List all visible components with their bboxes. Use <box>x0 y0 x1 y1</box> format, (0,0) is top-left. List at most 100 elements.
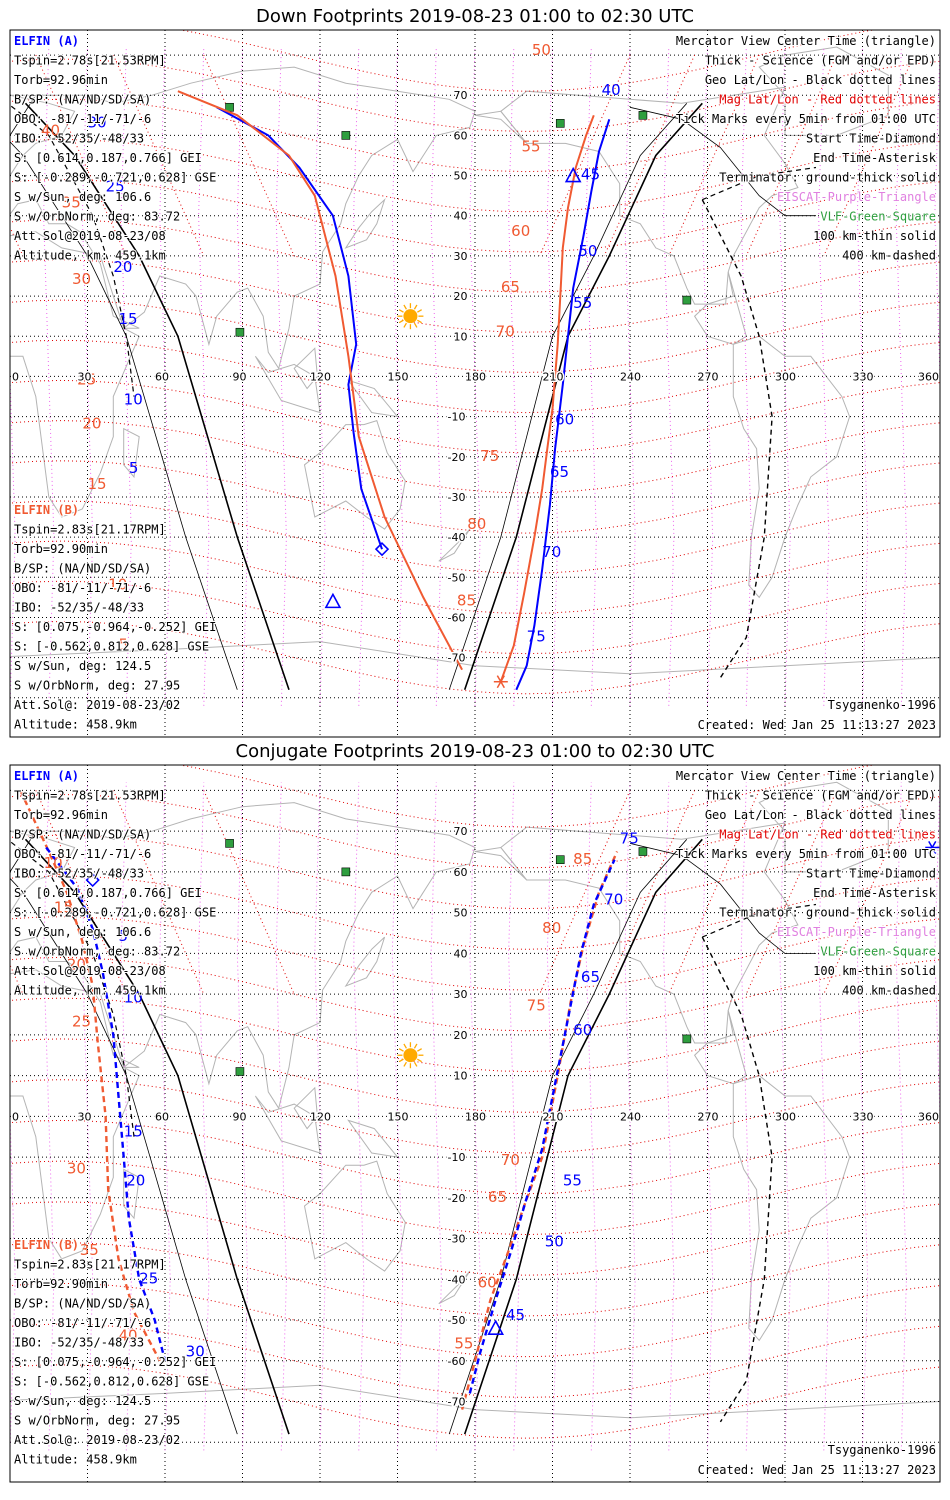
lshell-line <box>779 46 791 706</box>
elfin-a-param: OBO: -81/-11/-71/-6 <box>14 112 151 126</box>
terminator-line <box>463 102 703 691</box>
track-time-label: 55 <box>522 137 541 155</box>
track-a <box>468 859 616 1394</box>
legend: Mercator View Center Time (triangle) Thic… <box>675 768 938 999</box>
lshell-line <box>701 46 714 706</box>
elfin-b-param: OBO: -81/-11/-71/-6 <box>14 1316 151 1330</box>
track-time-label: 80 <box>542 919 561 937</box>
mag-parallel <box>10 179 940 253</box>
lon-tick-label: 210 <box>543 370 564 383</box>
elfin-a-param: IBO: -52/35/-48/33 <box>14 867 144 881</box>
mag-parallel <box>10 1160 940 1236</box>
lat-tick-label: 50 <box>454 170 468 183</box>
coastline <box>693 271 747 345</box>
terminator-100km <box>629 106 816 217</box>
mag-parallel <box>10 58 940 132</box>
track-a <box>515 118 611 691</box>
terminator-400km <box>701 936 773 1423</box>
terminator-100km <box>448 839 688 1435</box>
lshell-line <box>236 46 249 706</box>
lon-tick-label: 30 <box>78 1110 92 1123</box>
lshell-line <box>856 46 869 706</box>
elfin-a-info: ELFIN (A) Tspin=2.78s[21.53RPM] Torb=92.96… <box>13 768 217 999</box>
lshell-line <box>469 46 481 706</box>
lat-tick-label: 10 <box>454 330 468 343</box>
terminator-100km <box>10 830 37 874</box>
lat-tick-label: -10 <box>448 411 466 424</box>
elfin-a-param: Tspin=2.78s[21.53RPM] <box>14 789 166 803</box>
mag-meridian <box>203 790 295 995</box>
vlf-square-icon <box>682 1034 692 1044</box>
mag-parallel <box>10 219 940 293</box>
lshell-line <box>624 46 636 706</box>
lon-tick-label: 300 <box>775 370 796 383</box>
track-time-label: 30 <box>186 1343 205 1361</box>
track-time-label: 70 <box>496 322 515 340</box>
sun-icon <box>397 1042 424 1069</box>
mag-meridian <box>203 54 295 257</box>
track-time-label: 10 <box>124 391 143 409</box>
mag-meridian <box>668 54 760 257</box>
coastline <box>344 936 386 988</box>
elfin-a-name: ELFIN (A) <box>14 769 79 783</box>
elfin-a-param: S: [-0.289,-0.721,0.628] GSE <box>14 171 216 185</box>
coastline <box>123 1168 140 1220</box>
elfin-b-param: S: [0.075,-0.964,-0.252] GEI <box>14 620 216 634</box>
mag-parallel <box>10 997 940 1073</box>
lat-tick-label: 30 <box>454 250 468 263</box>
mag-meridian <box>35 54 127 257</box>
legend-entry: 400 km-dashed <box>842 984 936 998</box>
track-time-label: 50 <box>532 41 551 59</box>
lat-tick-label: -10 <box>448 1151 466 1164</box>
mag-parallel <box>10 1038 940 1113</box>
elfin-b-param: S w/Sun, deg: 124.5 <box>14 659 151 673</box>
legend-entry: Terminator: ground-thick solid <box>719 171 936 185</box>
track-time-label: 60 <box>478 1273 497 1291</box>
asterisk-marker-icon <box>925 841 940 854</box>
elfin-a-param: Altitude, km: 459.1km <box>14 249 166 263</box>
track-time-label: 55 <box>563 1172 582 1190</box>
terminator-400km <box>10 104 135 397</box>
track-time-label: 75 <box>527 628 546 646</box>
legend-entry: EISCAT-Purple-Triangle <box>777 190 936 204</box>
sun-ray <box>398 309 404 313</box>
vlf-square-icon <box>638 847 648 856</box>
track-time-label: 10 <box>44 854 63 872</box>
legend-entry: VLF-Green-Square <box>820 945 936 959</box>
lon-tick-label: 150 <box>388 370 409 383</box>
terminator-100km <box>10 94 37 137</box>
sun-ray <box>417 1048 422 1052</box>
track-b <box>177 90 463 671</box>
lat-tick-label: 30 <box>454 988 468 1001</box>
triangle-marker-icon <box>487 1319 505 1335</box>
lon-tick-label: 270 <box>698 370 719 383</box>
lshell-line <box>159 46 171 706</box>
lon-tick-label: 180 <box>465 1110 486 1123</box>
track-time-label: 10 <box>124 988 143 1006</box>
legend-entry: 100 km-thin solid <box>813 964 936 978</box>
track-time-label: 15 <box>119 310 138 328</box>
track-time-label: 55 <box>573 294 592 312</box>
terminator <box>10 830 817 1435</box>
vlf-square-icon <box>682 295 692 305</box>
mag-parallel <box>10 1323 940 1398</box>
map-area: 10 15 20 25 30 35 40 5 10 15 20 25 30 85 80 75 70 65 60 55 7… <box>10 765 940 1482</box>
created-label: Created: Wed Jan 25 11:13:27 2023 <box>698 718 936 732</box>
lat-tick-label: -40 <box>448 531 466 544</box>
track-time-label: 65 <box>550 463 569 481</box>
lat-tick-label: 70 <box>454 89 468 102</box>
asterisk-marker-icon <box>493 675 508 689</box>
panel-title: Down Footprints 2019-08-23 01:00 to 02:3… <box>256 6 694 27</box>
mag-parallel <box>10 1079 940 1154</box>
terminator-100km <box>10 141 238 690</box>
lat-tick-label: -40 <box>448 1273 466 1286</box>
lon-tick-label: 240 <box>620 1110 641 1123</box>
track-time-label: 60 <box>511 222 530 240</box>
elfin-a-param: OBO: -81/-11/-71/-6 <box>14 847 151 861</box>
sun-ray <box>403 304 407 310</box>
lon-tick-label: 330 <box>853 370 874 383</box>
elfin-b-name: ELFIN (B) <box>14 503 79 517</box>
mag-meridian <box>745 54 838 257</box>
lon-tick-label: 180 <box>465 370 486 383</box>
